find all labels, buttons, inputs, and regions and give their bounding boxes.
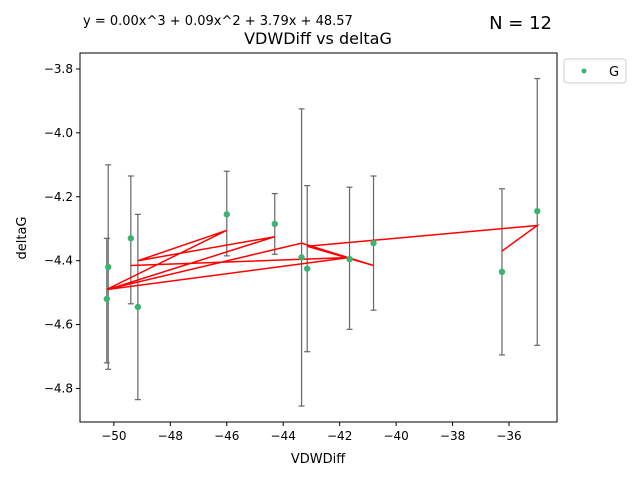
x-tick-label: −42 bbox=[327, 429, 352, 443]
x-tick-label: −38 bbox=[440, 429, 465, 443]
plot-frame bbox=[79, 52, 558, 423]
chart-title: VDWDiff vs deltaG bbox=[244, 29, 392, 48]
y-tick-label: −4.6 bbox=[44, 318, 73, 332]
data-point bbox=[271, 220, 278, 228]
data-point bbox=[105, 263, 112, 271]
data-point bbox=[298, 254, 305, 261]
x-tick-label: −50 bbox=[101, 429, 126, 443]
plot-area bbox=[103, 77, 541, 407]
data-point bbox=[223, 211, 230, 218]
legend-marker bbox=[581, 68, 587, 74]
fit-equation: y = 0.00x^3 + 0.09x^2 + 3.79x + 48.57 bbox=[83, 14, 353, 29]
data-point bbox=[346, 255, 353, 263]
data-point bbox=[127, 235, 135, 242]
data-point bbox=[103, 295, 111, 303]
x-tick-label: −44 bbox=[271, 429, 296, 443]
y-tick-label: −4.8 bbox=[44, 381, 73, 395]
n-count: N = 12 bbox=[489, 13, 552, 34]
y-tick-label: −3.8 bbox=[44, 62, 73, 76]
y-tick-label: −4.0 bbox=[44, 126, 73, 140]
y-axis-label: deltaG bbox=[15, 217, 30, 260]
x-axis-label: VDWDiff bbox=[291, 452, 346, 467]
legend: G bbox=[563, 58, 627, 84]
x-tick-label: −48 bbox=[158, 429, 183, 443]
data-point bbox=[498, 268, 506, 276]
fit-line bbox=[106, 224, 540, 291]
x-tick-label: −46 bbox=[214, 429, 239, 443]
y-axis: −4.8 −4.6 −4.4 −4.2 −4.0 −3.8 bbox=[44, 62, 80, 395]
legend-box bbox=[563, 58, 627, 84]
x-axis: −50 −48 −46 −44 −42 −40 −38 −36 bbox=[101, 422, 522, 443]
x-tick-label: −36 bbox=[496, 429, 521, 443]
x-tick-label: −40 bbox=[383, 429, 408, 443]
y-tick-label: −4.2 bbox=[44, 190, 73, 204]
legend-label: G bbox=[609, 65, 619, 80]
data-point bbox=[304, 265, 311, 272]
data-point bbox=[134, 303, 142, 311]
data-point bbox=[534, 207, 541, 215]
y-tick-label: −4.4 bbox=[44, 254, 73, 268]
data-point bbox=[370, 239, 377, 247]
